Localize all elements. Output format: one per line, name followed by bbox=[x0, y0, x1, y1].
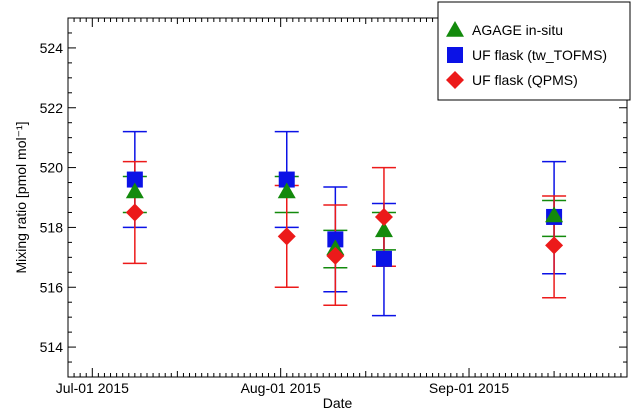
data-point-triangle bbox=[374, 221, 393, 238]
data-point-diamond bbox=[326, 246, 345, 265]
markers-layer bbox=[125, 171, 564, 267]
y-tick-label: 522 bbox=[40, 100, 64, 116]
data-point-diamond bbox=[545, 236, 564, 255]
x-tick-label: Aug-01 2015 bbox=[241, 380, 321, 396]
data-point-square bbox=[375, 250, 392, 267]
y-tick-label: 518 bbox=[40, 219, 64, 235]
legend: AGAGE in-situ UF flask (tw_TOFMS) UF flask… bbox=[437, 1, 631, 101]
y-tick-label: 516 bbox=[40, 279, 64, 295]
error-bars-layer bbox=[122, 130, 567, 317]
legend-label: UF flask (QPMS) bbox=[472, 72, 578, 88]
x-axis-title: Date bbox=[323, 395, 353, 411]
legend-marker-square bbox=[447, 47, 463, 63]
legend-box bbox=[437, 1, 631, 101]
data-point-square bbox=[126, 171, 143, 188]
data-point-triangle bbox=[545, 206, 564, 223]
data-point-triangle bbox=[125, 182, 144, 199]
legend-label: AGAGE in-situ bbox=[472, 22, 563, 38]
y-axis-title: Mixing ratio [pmol mol⁻¹] bbox=[13, 121, 29, 273]
legend-label: UF flask (tw_TOFMS) bbox=[472, 47, 607, 63]
legend-marker-diamond bbox=[446, 71, 464, 89]
legend-marker-triangle bbox=[446, 21, 464, 37]
x-tick-label: Sep-01 2015 bbox=[429, 380, 509, 396]
y-tick-label: 514 bbox=[40, 339, 64, 355]
y-tick-label: 520 bbox=[40, 160, 64, 176]
data-point-diamond bbox=[125, 203, 144, 222]
y-tick-label: 524 bbox=[40, 40, 64, 56]
y-axis-ticks: 514 516 518 520 522 524 bbox=[40, 17, 627, 378]
data-point-diamond bbox=[277, 227, 296, 246]
data-point-square bbox=[278, 171, 295, 188]
data-point-triangle bbox=[277, 182, 296, 199]
data-point-diamond bbox=[374, 207, 393, 226]
x-tick-label: Jul-01 2015 bbox=[56, 380, 129, 396]
